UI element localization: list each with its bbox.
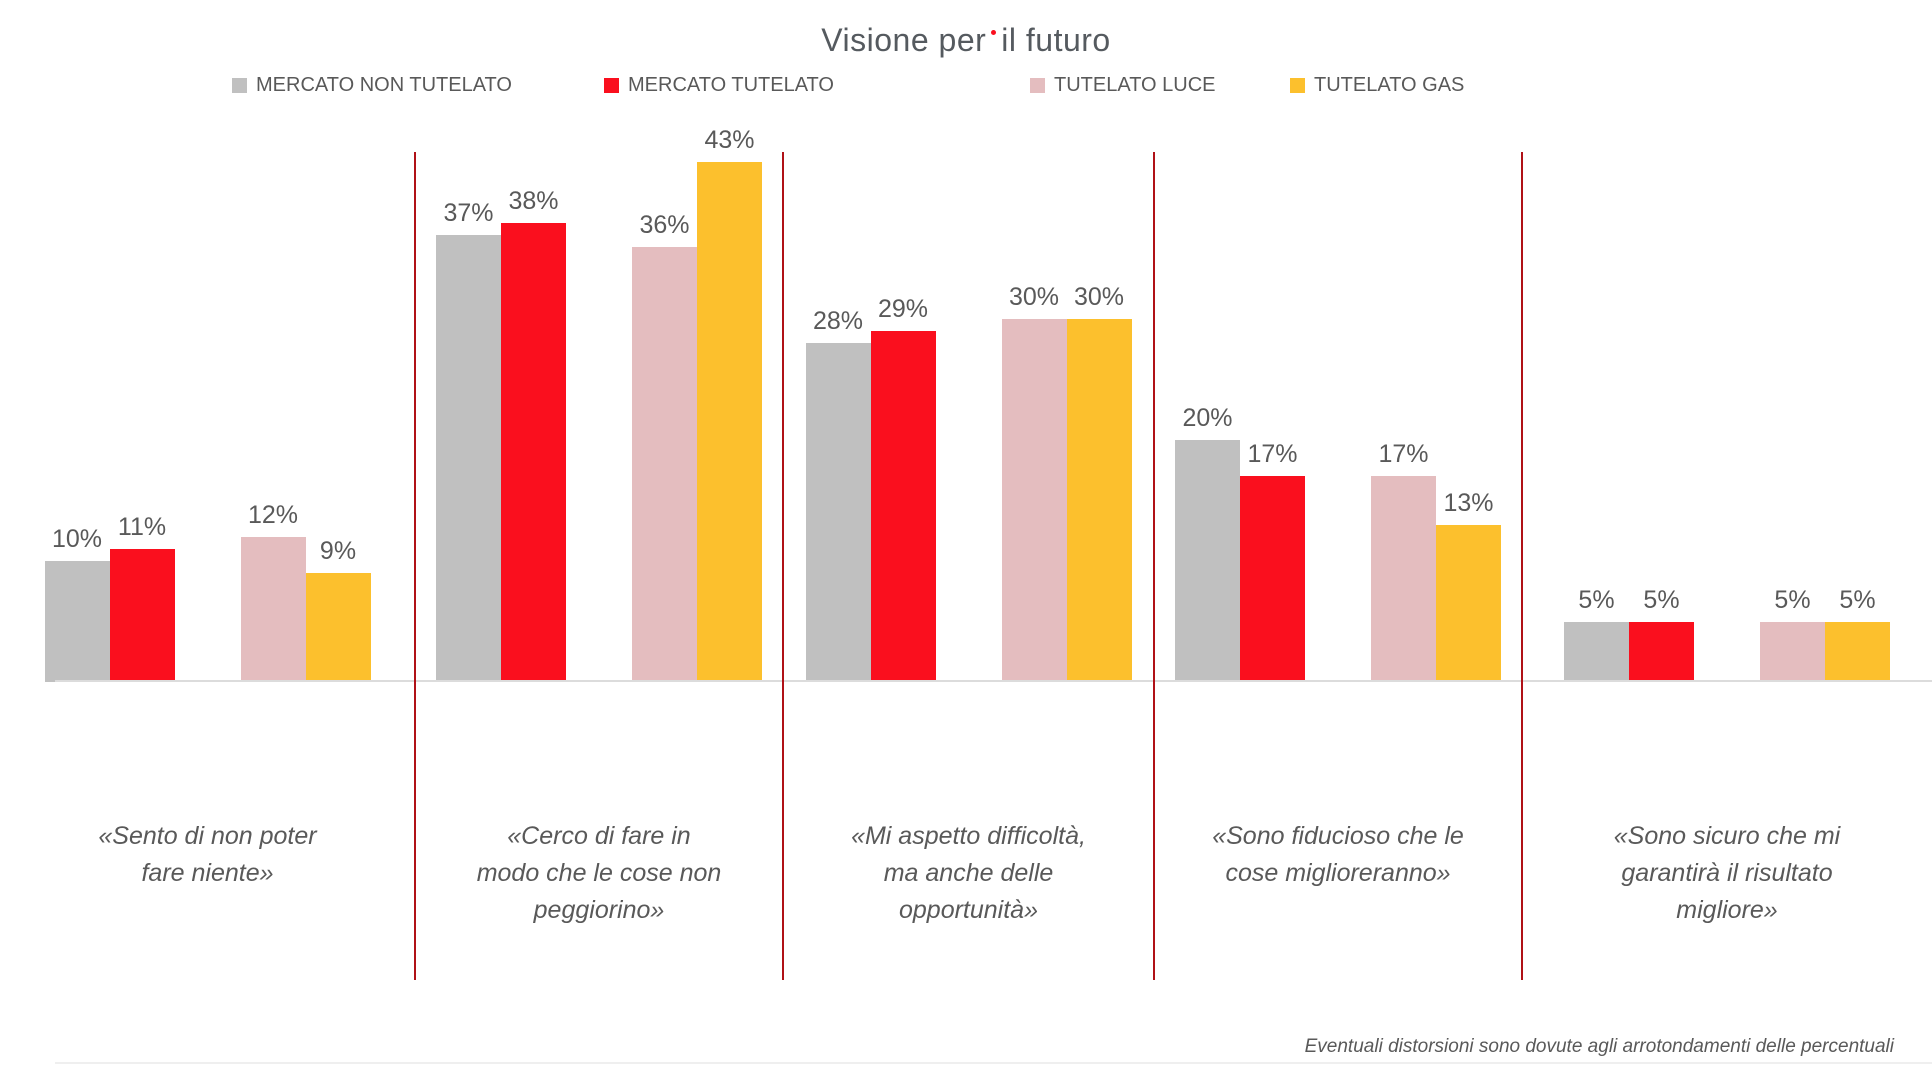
plot-area: 10% 11% 12% 9% 37% 38% 36% 43% 28% 29% 30% 30% 20% 17…	[0, 126, 1932, 682]
legend-swatch-icon	[232, 78, 247, 93]
bar-mercato-non-tutelato: 20%	[1175, 404, 1240, 682]
title-red-dot	[991, 30, 997, 35]
legend-swatch-icon	[1030, 78, 1045, 93]
footer-note: Eventuali distorsioni sono dovute agli a…	[1304, 1036, 1894, 1057]
bar-value-label: 28%	[812, 307, 864, 335]
bar-value-label: 5%	[1578, 586, 1615, 614]
bar-value-label: 5%	[1774, 586, 1811, 614]
category-label-line: garantirà il risultato	[1621, 859, 1833, 887]
bar-tutelato-luce: 36%	[632, 211, 697, 682]
bar-mercato-tutelato: 17%	[1240, 440, 1305, 682]
legend-label: MERCATO NON TUTELATO	[256, 74, 512, 96]
category-label-line: ma anche delle	[883, 859, 1054, 887]
bar-value-label: 17%	[1378, 440, 1429, 468]
bar-group-5: 5% 5% 5% 5%	[1522, 152, 1932, 682]
bar-tutelato-luce: 30%	[1001, 283, 1067, 682]
bar-tutelato-gas: 43%	[697, 126, 762, 682]
bar-mercato-tutelato: 38%	[501, 187, 566, 682]
bar-group-3: 28% 29% 30% 30%	[783, 152, 1154, 682]
bar-tutelato-gas: 30%	[1066, 283, 1132, 682]
bar-value-label: 5%	[1839, 586, 1876, 614]
category-label-line: peggiorino»	[533, 896, 665, 924]
bar-value-label: 30%	[1008, 283, 1060, 311]
category-label-line: «Sono fiducioso che le	[1212, 822, 1464, 850]
bar-group-4: 20% 17% 17% 13%	[1154, 152, 1522, 682]
category-label-line: fare niente»	[141, 859, 274, 887]
bar-mercato-non-tutelato: 37%	[436, 199, 501, 682]
bar-value-label: 30%	[1073, 283, 1125, 311]
legend-item-tutelato-luce: TUTELATO LUCE	[1030, 74, 1216, 97]
legend: MERCATO NON TUTELATO MERCATO TUTELATO TUTE…	[0, 74, 1932, 104]
category-label-line: opportunità»	[898, 896, 1038, 924]
category-label-line: migliore»	[1676, 896, 1778, 924]
category-divider	[1521, 152, 1523, 980]
bar-mercato-tutelato: 11%	[109, 513, 175, 682]
bar-value-label: 10%	[51, 525, 103, 553]
bar-value-label: 11%	[117, 513, 167, 541]
bar-tutelato-luce: 17%	[1371, 440, 1436, 682]
bar-group-2: 37% 38% 36% 43%	[415, 126, 783, 682]
bar-value-label: 43%	[704, 126, 755, 154]
bar-mercato-tutelato: 5%	[1629, 586, 1694, 682]
category-label-1: «Sento di non poter fare niente»	[0, 818, 415, 892]
bar-mercato-non-tutelato: 28%	[805, 307, 871, 682]
bar-mercato-tutelato: 29%	[870, 295, 936, 682]
bar-tutelato-luce: 12%	[240, 501, 306, 682]
legend-swatch-icon	[604, 78, 619, 93]
bar-mercato-non-tutelato: 5%	[1564, 586, 1629, 682]
legend-label: TUTELATO LUCE	[1054, 74, 1216, 96]
category-label-line: «Mi aspetto difficoltà,	[851, 822, 1086, 850]
x-axis-line	[55, 680, 1932, 682]
chart-title-part1: Visione per	[821, 22, 987, 58]
bar-tutelato-gas: 5%	[1825, 586, 1890, 682]
chart-title: Visione per il futuro	[0, 22, 1932, 59]
bar-value-label: 13%	[1443, 489, 1494, 517]
bar-value-label: 29%	[877, 295, 929, 323]
bottom-divider	[55, 1062, 1932, 1064]
category-label-line: «Cerco di fare in	[507, 822, 691, 850]
bar-tutelato-luce: 5%	[1760, 586, 1825, 682]
category-label-4: «Sono fiducioso che le cose miglioreranno…	[1154, 818, 1522, 892]
bar-group-1: 10% 11% 12% 9%	[0, 152, 415, 682]
bar-value-label: 36%	[639, 211, 690, 239]
legend-item-mercato-non-tutelato: MERCATO NON TUTELATO	[232, 74, 512, 97]
bar-value-label: 20%	[1182, 404, 1233, 432]
legend-label: MERCATO TUTELATO	[628, 74, 834, 96]
bar-tutelato-gas: 13%	[1436, 489, 1501, 682]
bar-value-label: 9%	[319, 537, 357, 565]
legend-item-tutelato-gas: TUTELATO GAS	[1290, 74, 1464, 97]
category-divider	[414, 152, 416, 980]
legend-label: TUTELATO GAS	[1314, 74, 1465, 96]
bar-value-label: 37%	[443, 199, 494, 227]
category-divider	[1153, 152, 1155, 980]
bar-value-label: 17%	[1247, 440, 1298, 468]
category-label-line: «Sono sicuro che mi	[1613, 822, 1841, 850]
category-label-5: «Sono sicuro che mi garantirà il risultat…	[1522, 818, 1932, 929]
chart-title-part2: il futuro	[1001, 22, 1111, 58]
category-label-3: «Mi aspetto difficoltà, ma anche delle opp…	[783, 818, 1154, 929]
category-divider	[782, 152, 784, 980]
bar-mercato-non-tutelato: 10%	[44, 525, 110, 682]
category-label-2: «Cerco di fare in modo che le cose non peg…	[415, 818, 783, 929]
bar-tutelato-gas: 9%	[305, 537, 371, 682]
legend-swatch-icon	[1290, 78, 1305, 93]
category-label-line: cose miglioreranno»	[1225, 859, 1451, 887]
category-label-line: «Sento di non poter	[98, 822, 317, 850]
bar-value-label: 12%	[247, 501, 299, 529]
category-label-line: modo che le cose non	[476, 859, 722, 887]
bar-value-label: 38%	[508, 187, 559, 215]
legend-item-mercato-tutelato: MERCATO TUTELATO	[604, 74, 834, 97]
bar-value-label: 5%	[1643, 586, 1680, 614]
